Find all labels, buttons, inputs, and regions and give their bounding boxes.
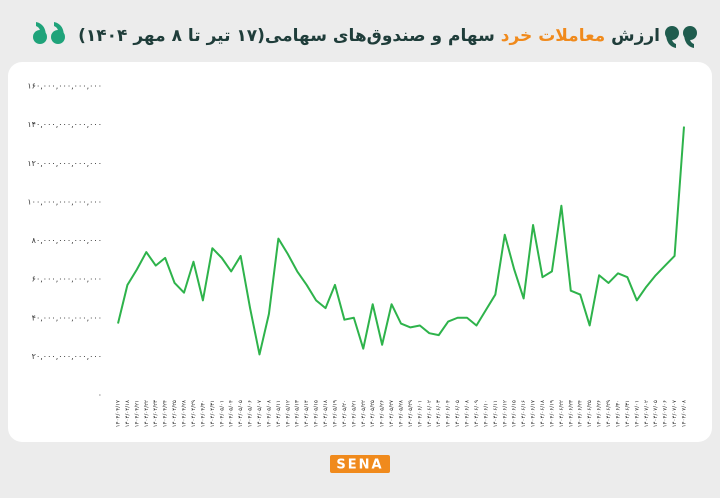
x-tick-label: ۱۴۰۴/۰۶/۱۱ [493, 400, 499, 427]
x-tick-label: ۱۴۰۴/۰۵/۰۴ [229, 400, 235, 427]
x-tick-label: ۱۴۰۴/۰۶/۱۹ [549, 400, 555, 427]
x-tick-label: ۱۴۰۴/۰۵/۲۶ [380, 400, 386, 427]
x-tick-label: ۱۴۰۴/۰۶/۰۵ [455, 400, 461, 427]
x-tick-label: ۱۴۰۴/۰۶/۳۰ [615, 400, 621, 427]
quote-right [665, 26, 697, 48]
y-tick-label: ۲۰,۰۰۰,۰۰۰,۰۰۰,۰۰۰ [32, 352, 102, 361]
x-tick-label: ۱۴۰۴/۰۷/۰۵ [653, 400, 659, 427]
brand: SENA [336, 458, 383, 473]
x-tick-label: ۱۴۰۴/۰۶/۲۵ [587, 400, 593, 427]
x-tick-label: ۱۴۰۴/۰۶/۳۱ [625, 400, 631, 427]
title-part: سهام و صندوق‌های سهامی(۱۷ تیر تا ۸ مهر ۱… [78, 26, 495, 46]
x-tick-label: ۱۴۰۴/۰۵/۲۲ [361, 400, 367, 427]
title-highlight: معاملات خرد [501, 26, 606, 46]
x-tick-label: ۱۴۰۴/۰۴/۲۴ [163, 400, 169, 427]
x-tick-label: ۱۴۰۴/۰۷/۰۷ [672, 400, 678, 427]
x-tick-label: ۱۴۰۴/۰۵/۱۴ [304, 400, 310, 427]
x-tick-label: ۱۴۰۴/۰۴/۱۷ [116, 400, 122, 427]
y-tick-label: ۶۰,۰۰۰,۰۰۰,۰۰۰,۰۰۰ [32, 275, 102, 284]
y-tick-label: ۱۰۰,۰۰۰,۰۰۰,۰۰۰,۰۰۰ [27, 197, 102, 206]
x-tick-label: ۱۴۰۴/۰۵/۱۹ [332, 400, 338, 427]
x-tick-label: ۱۴۰۴/۰۶/۰۳ [436, 400, 442, 427]
y-tick-label: ۰ [98, 391, 102, 400]
x-tick-label: ۱۴۰۴/۰۶/۰۴ [446, 400, 452, 427]
x-tick-label: ۱۴۰۴/۰۶/۱۶ [521, 400, 527, 427]
x-tick-label: ۱۴۰۴/۰۶/۲۲ [559, 400, 565, 427]
x-tick-label: ۱۴۰۴/۰۶/۱۵ [512, 400, 518, 427]
x-tick-label: ۱۴۰۴/۰۵/۲۵ [370, 400, 376, 427]
x-tick-label: ۱۴۰۴/۰۶/۲۳ [568, 400, 574, 427]
y-tick-label: ۱۲۰,۰۰۰,۰۰۰,۰۰۰,۰۰۰ [27, 159, 102, 168]
x-tick-label: ۱۴۰۴/۰۵/۲۱ [351, 400, 357, 427]
x-tick-label: ۱۴۰۴/۰۶/۰۲ [427, 400, 433, 427]
x-tick-label: ۱۴۰۴/۰۵/۰۶ [248, 400, 254, 427]
y-tick-label: ۱۶۰,۰۰۰,۰۰۰,۰۰۰,۰۰۰ [27, 82, 102, 91]
x-tick-label: ۱۴۰۴/۰۷/۰۱ [634, 400, 640, 427]
chart-title: ارزش معاملات خرد سهام و صندوق‌های سهامی(… [78, 26, 660, 46]
title-part: ارزش [611, 26, 660, 46]
x-tick-label: ۱۴۰۴/۰۴/۲۳ [153, 400, 159, 427]
x-tick-label: ۱۴۰۴/۰۵/۱۱ [276, 400, 282, 427]
x-tick-label: ۱۴۰۴/۰۶/۱۸ [540, 400, 546, 427]
x-tick-label: ۱۴۰۴/۰۷/۰۸ [682, 400, 688, 427]
x-tick-label: ۱۴۰۴/۰۶/۰۱ [417, 400, 423, 427]
x-tick-label: ۱۴۰۴/۰۵/۲۷ [389, 400, 395, 427]
x-tick-label: ۱۴۰۴/۰۵/۱۵ [314, 400, 320, 427]
x-tick-label: ۱۴۰۴/۰۶/۲۶ [597, 400, 603, 427]
x-tick-label: ۱۴۰۴/۰۵/۰۱ [219, 400, 225, 427]
x-tick-label: ۱۴۰۴/۰۶/۰۹ [474, 400, 480, 427]
y-tick-label: ۱۴۰,۰۰۰,۰۰۰,۰۰۰,۰۰۰ [27, 120, 102, 129]
x-tick-label: ۱۴۰۴/۰۴/۳۰ [200, 400, 206, 427]
x-tick-label: ۱۴۰۴/۰۴/۲۸ [182, 400, 188, 427]
quote-left [33, 22, 65, 44]
x-tick-label: ۱۴۰۴/۰۶/۱۲ [502, 400, 508, 427]
x-tick-label: ۱۴۰۴/۰۵/۲۰ [342, 400, 348, 427]
x-tick-label: ۱۴۰۴/۰۵/۱۲ [285, 400, 291, 427]
x-tick-label: ۱۴۰۴/۰۵/۰۵ [238, 400, 244, 427]
x-tick-label: ۱۴۰۴/۰۶/۲۴ [578, 400, 584, 427]
x-tick-label: ۱۴۰۴/۰۵/۰۸ [266, 400, 272, 427]
logo-box [330, 455, 390, 473]
x-tick-label: ۱۴۰۴/۰۴/۲۵ [172, 400, 178, 427]
x-tick-label: ۱۴۰۴/۰۵/۲۹ [408, 400, 414, 427]
x-tick-label: ۱۴۰۴/۰۴/۲۹ [191, 400, 197, 427]
y-tick-label: ۴۰,۰۰۰,۰۰۰,۰۰۰,۰۰۰ [32, 313, 102, 322]
x-tick-label: ۱۴۰۴/۰۷/۰۲ [644, 400, 650, 427]
y-tick-label: ۸۰,۰۰۰,۰۰۰,۰۰۰,۰۰۰ [32, 236, 102, 245]
x-tick-label: ۱۴۰۴/۰۵/۱۳ [295, 400, 301, 427]
x-tick-label: ۱۴۰۴/۰۵/۲۸ [399, 400, 405, 427]
x-tick-label: ۱۴۰۴/۰۷/۰۶ [663, 400, 669, 427]
line [117, 126, 685, 356]
x-tick-label: ۱۴۰۴/۰۴/۳۱ [210, 400, 216, 427]
x-tick-label: ۱۴۰۴/۰۵/۱۸ [323, 400, 329, 427]
x-tick-label: ۱۴۰۴/۰۶/۰۸ [465, 400, 471, 427]
x-tick-label: ۱۴۰۴/۰۴/۲۲ [144, 400, 150, 427]
x-tick-label: ۱۴۰۴/۰۶/۱۷ [531, 400, 537, 427]
x-tick-label: ۱۴۰۴/۰۶/۲۹ [606, 400, 612, 427]
x-tick-label: ۱۴۰۴/۰۵/۰۷ [257, 400, 263, 427]
card [8, 62, 712, 442]
x-tick-label: ۱۴۰۴/۰۶/۱۰ [483, 400, 489, 427]
x-tick-label: ۱۴۰۴/۰۴/۱۸ [125, 400, 131, 427]
x-tick-label: ۱۴۰۴/۰۴/۲۱ [134, 400, 140, 427]
